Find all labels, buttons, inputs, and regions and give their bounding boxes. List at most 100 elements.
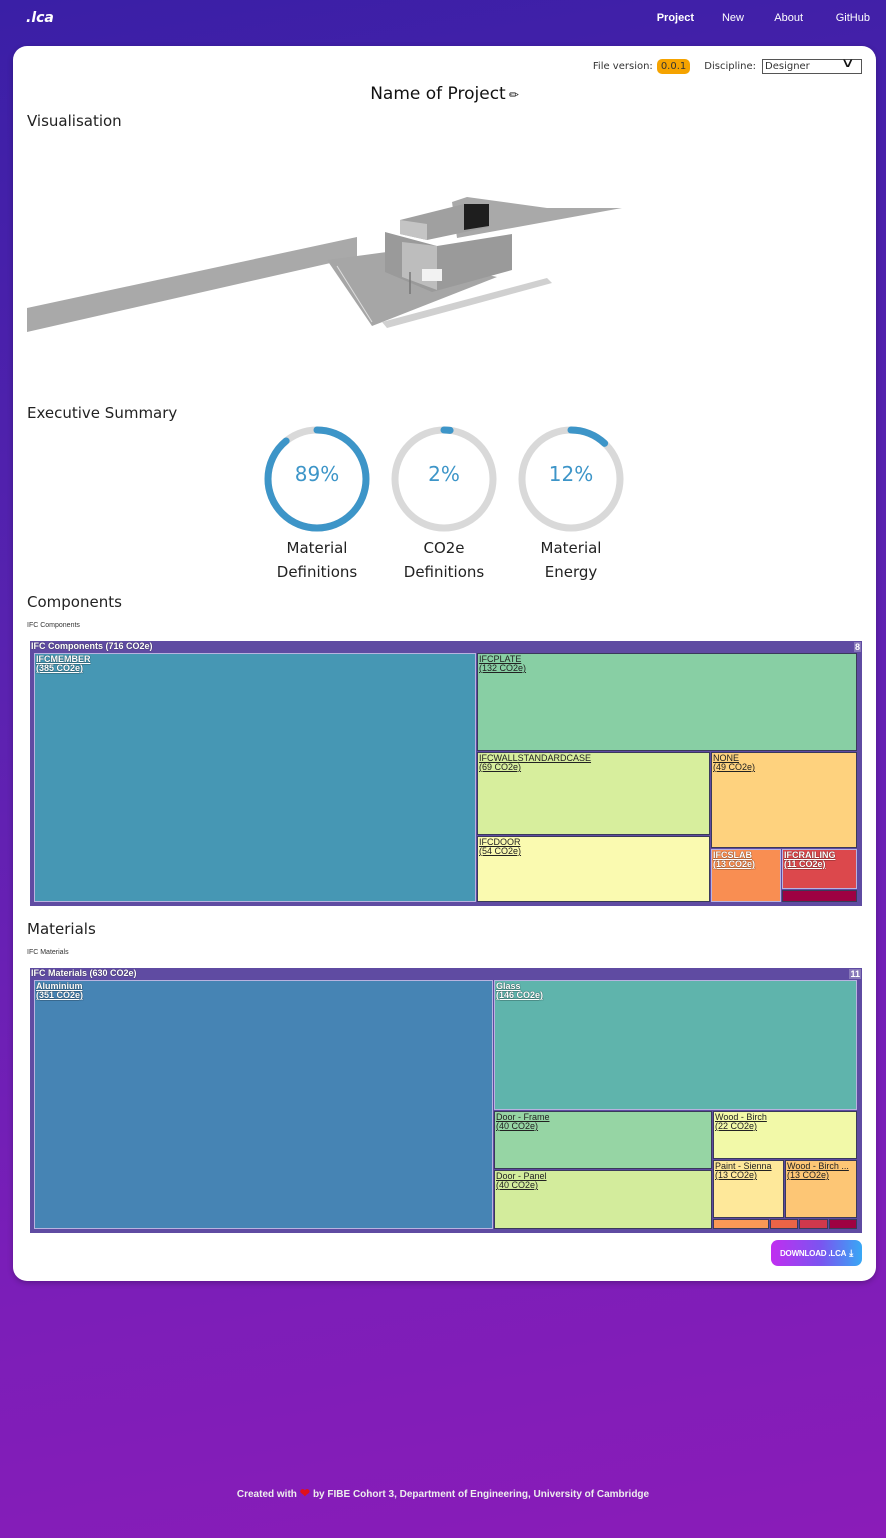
download-label: DOWNLOAD .LCA bbox=[779, 1248, 847, 1258]
treemap-cell-name: IFCSLAB bbox=[713, 850, 752, 860]
gauge-label: Material Definitions bbox=[262, 536, 372, 584]
brand-logo[interactable]: .lca bbox=[26, 10, 54, 26]
treemap-cell[interactable]: Door - Frame (40 CO2e) bbox=[494, 1111, 712, 1169]
materials-treemap[interactable]: IFC Materials (630 CO2e) 11 Aluminium (35… bbox=[30, 968, 862, 1233]
treemap-cell[interactable] bbox=[799, 1219, 828, 1229]
treemap-cell-name: IFCPLATE bbox=[479, 654, 522, 664]
treemap-cell[interactable]: IFCWALLSTANDARDCASE (69 CO2e) bbox=[477, 752, 710, 835]
gauge-label-line2: Energy bbox=[544, 563, 598, 581]
gauge-label-line2: Definitions bbox=[276, 563, 358, 581]
project-title-row: Name of Project ✏︎ bbox=[13, 84, 876, 104]
components-heading: Components bbox=[27, 593, 122, 611]
treemap-cell-value: (11 CO2e) bbox=[784, 859, 826, 869]
treemap-cell-name: Glass bbox=[496, 981, 521, 991]
treemap-cell-name: IFCRAILING bbox=[784, 850, 836, 860]
road-shape bbox=[27, 237, 357, 332]
treemap-cell[interactable] bbox=[782, 890, 857, 902]
treemap-cell-value: (49 CO2e) bbox=[713, 762, 756, 772]
treemap-cell[interactable]: Door - Panel (40 CO2e) bbox=[494, 1170, 712, 1229]
gauge-material-energy: 12% Material Energy bbox=[516, 424, 626, 584]
nav-about[interactable]: About bbox=[774, 12, 803, 24]
treemap-cell-value: (351 CO2e) bbox=[36, 990, 84, 1000]
treemap-cell[interactable] bbox=[713, 1219, 769, 1229]
treemap-cell-value: (22 CO2e) bbox=[715, 1121, 758, 1131]
treemap-child-count: 11 bbox=[849, 969, 861, 979]
gauge-value: 89% bbox=[294, 462, 340, 486]
visualisation-heading: Visualisation bbox=[27, 112, 122, 130]
ramp-line bbox=[336, 265, 373, 323]
treemap-cell[interactable]: Glass (146 CO2e) bbox=[494, 980, 857, 1110]
site-base bbox=[382, 278, 552, 328]
treemap-child-count: 8 bbox=[853, 642, 861, 652]
road-right bbox=[452, 197, 622, 238]
treemap-title[interactable]: IFC Materials (630 CO2e) bbox=[31, 968, 137, 978]
discipline-value: Designer bbox=[765, 61, 810, 72]
gauge-fill bbox=[264, 426, 370, 532]
gauge-value: 2% bbox=[428, 462, 460, 486]
gauge-co2e-definitions: 2% CO2e Definitions bbox=[389, 424, 499, 584]
project-title: Name of Project bbox=[370, 84, 506, 104]
treemap-cell-name: IFCWALLSTANDARDCASE bbox=[479, 753, 592, 763]
treemap-cell[interactable]: IFCPLATE (132 CO2e) bbox=[477, 653, 857, 751]
treemap-cell[interactable]: IFCMEMBER (385 CO2e) bbox=[34, 653, 476, 902]
treemap-cell-value: (69 CO2e) bbox=[479, 762, 522, 772]
treemap-cell-name: Door - Frame bbox=[496, 1112, 550, 1122]
main-card: File version: 0.0.1 Discipline: Designer… bbox=[13, 46, 876, 1281]
treemap-cell[interactable] bbox=[770, 1219, 798, 1229]
treemap-cell-value: (132 CO2e) bbox=[479, 663, 527, 673]
heart-icon: ❤ bbox=[299, 1486, 310, 1500]
footer-suffix: by FIBE Cohort 3, Department of Engineer… bbox=[312, 1489, 650, 1500]
treemap-cell-name: Aluminium bbox=[36, 981, 83, 991]
treemap-cell[interactable]: Paint - Sienna (13 CO2e) bbox=[713, 1160, 784, 1218]
gauge-label-line1: CO2e bbox=[423, 539, 465, 557]
file-version-badge: 0.0.1 bbox=[656, 59, 691, 74]
gauge-fill bbox=[518, 426, 624, 532]
treemap-cell-value: (40 CO2e) bbox=[496, 1180, 539, 1190]
treemap-cell[interactable] bbox=[829, 1219, 857, 1229]
nav-new[interactable]: New bbox=[721, 12, 744, 24]
download-lca-button[interactable]: DOWNLOAD .LCA ⤓ bbox=[771, 1240, 862, 1266]
treemap-cell[interactable]: IFCDOOR (54 CO2e) bbox=[477, 836, 710, 902]
gauge-ring bbox=[518, 426, 624, 532]
footer: Created with ❤ by FIBE Cohort 3, Departmen… bbox=[0, 1486, 886, 1500]
chevron-down-icon: ∨ bbox=[841, 56, 856, 71]
treemap-cell[interactable]: Wood - Birch ... (13 CO2e) bbox=[785, 1160, 857, 1218]
building-dark-panel bbox=[464, 204, 489, 230]
treemap-cell-value: (13 CO2e) bbox=[713, 859, 756, 869]
components-sublabel: IFC Components bbox=[27, 622, 80, 629]
discipline-label: Discipline: bbox=[704, 61, 756, 72]
treemap-cell-value: (385 CO2e) bbox=[36, 663, 84, 673]
nav-github[interactable]: GitHub bbox=[835, 12, 870, 24]
discipline-select[interactable]: Designer ∨ bbox=[762, 56, 862, 74]
pencil-icon[interactable]: ✏︎ bbox=[508, 88, 519, 102]
treemap-cell-name: IFCDOOR bbox=[479, 837, 521, 847]
treemap-cell-name: Wood - Birch bbox=[715, 1112, 767, 1122]
nav-project[interactable]: Project bbox=[656, 12, 694, 24]
treemap-cell[interactable]: IFCRAILING (11 CO2e) bbox=[782, 849, 857, 889]
treemap-title[interactable]: IFC Components (716 CO2e) bbox=[31, 641, 153, 651]
executive-summary-heading: Executive Summary bbox=[27, 404, 178, 422]
gauge-label: CO2e Definitions bbox=[389, 536, 499, 584]
treemap-cell-name: Door - Panel bbox=[496, 1171, 547, 1181]
materials-sublabel: IFC Materials bbox=[27, 949, 69, 956]
treemap-cell-value: (13 CO2e) bbox=[715, 1170, 758, 1180]
building-door bbox=[422, 269, 442, 281]
gauge-label-line1: Material bbox=[286, 539, 348, 557]
gauge-material-definitions: 89% Material Definitions bbox=[262, 424, 372, 584]
treemap-cell[interactable]: NONE (49 CO2e) bbox=[711, 752, 857, 848]
treemap-cell[interactable]: Aluminium (351 CO2e) bbox=[34, 980, 493, 1229]
meta-row: File version: 0.0.1 Discipline: Designer… bbox=[592, 56, 862, 74]
navbar: .lca Project New About GitHub bbox=[0, 0, 886, 40]
treemap-cell-value: (40 CO2e) bbox=[496, 1121, 539, 1131]
file-version-label: File version: bbox=[592, 61, 653, 72]
building-3d-viewer[interactable] bbox=[27, 142, 627, 342]
components-treemap[interactable]: IFC Components (716 CO2e) 8 IFCMEMBER (38… bbox=[30, 641, 862, 906]
treemap-cell-name: IFCMEMBER bbox=[36, 654, 91, 664]
treemap-cell[interactable]: IFCSLAB (13 CO2e) bbox=[711, 849, 781, 902]
download-icon: ⤓ bbox=[849, 1247, 854, 1258]
treemap-cell[interactable]: Wood - Birch (22 CO2e) bbox=[713, 1111, 857, 1159]
gauge-fill bbox=[391, 426, 497, 532]
gauge-label-line1: Material bbox=[540, 539, 602, 557]
gauge-ring bbox=[264, 426, 370, 532]
gauge-label-line2: Definitions bbox=[403, 563, 485, 581]
